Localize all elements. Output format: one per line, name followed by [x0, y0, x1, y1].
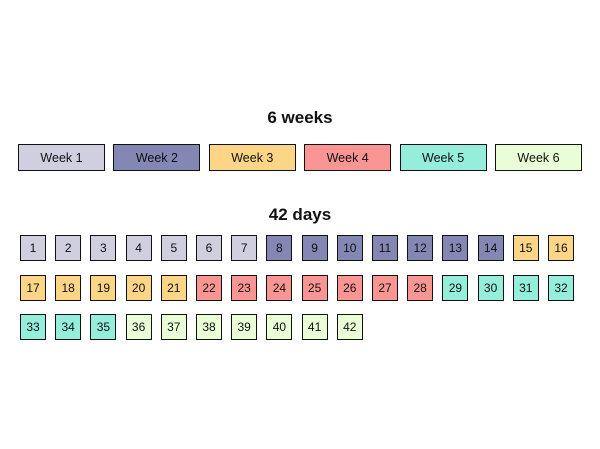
day-box: 3	[90, 235, 117, 261]
day-box: 37	[160, 314, 187, 340]
day-box: 24	[266, 274, 293, 301]
day-box: 18	[55, 274, 82, 301]
day-box: 9	[301, 235, 328, 261]
day-box: 30	[477, 274, 504, 301]
day-box: 1	[20, 235, 46, 261]
week-6-box: Week 6	[495, 144, 582, 171]
day-box: 40	[266, 314, 293, 340]
day-box: 42	[336, 314, 363, 340]
day-box: 10	[336, 235, 363, 261]
day-box: 34	[55, 314, 82, 340]
day-box: 27	[372, 274, 398, 301]
day-box: 8	[266, 235, 293, 261]
day-box: 11	[372, 235, 398, 261]
day-box: 41	[301, 314, 328, 340]
weeks-row: Week 1 Week 2 Week 3 Week 4 Week 5 Week …	[18, 144, 582, 173]
day-box: 16	[548, 235, 574, 261]
day-box: 25	[301, 274, 328, 301]
week-1-box: Week 1	[18, 144, 105, 171]
day-box: 2	[55, 235, 82, 261]
day-box: 4	[125, 235, 152, 261]
day-box: 29	[442, 274, 469, 301]
day-box: 22	[196, 274, 222, 301]
day-box: 12	[407, 235, 434, 261]
weeks-title: 6 weeks	[267, 108, 333, 127]
week-3-box: Week 3	[208, 144, 296, 171]
day-box: 21	[160, 274, 187, 301]
day-box: 28	[407, 274, 434, 301]
day-box: 20	[125, 274, 152, 301]
week-2-box: Week 2	[113, 144, 201, 171]
days-title: 42 days	[268, 205, 332, 224]
day-box: 33	[20, 314, 46, 340]
week-5-box: Week 5	[399, 144, 487, 171]
days-grid: 1 2 3 4 5 6 7 8 9 10 11 12 13 14 15 16 17 18 19 20 21 22 23 24 2…	[20, 235, 580, 345]
day-box: 14	[477, 235, 504, 261]
day-box: 7	[231, 235, 258, 261]
day-box: 26	[336, 274, 363, 301]
day-box: 23	[231, 274, 258, 301]
day-box: 6	[196, 235, 222, 261]
day-box: 31	[512, 274, 539, 301]
day-box: 39	[231, 314, 258, 340]
day-box: 15	[512, 235, 539, 261]
day-box: 38	[196, 314, 222, 340]
day-box: 36	[125, 314, 152, 340]
day-box: 17	[20, 274, 46, 301]
day-box: 32	[548, 274, 574, 301]
week-4-box: Week 4	[304, 144, 392, 171]
day-box: 5	[160, 235, 187, 261]
day-box: 19	[90, 274, 117, 301]
day-box: 35	[90, 314, 117, 340]
day-box: 13	[442, 235, 469, 261]
